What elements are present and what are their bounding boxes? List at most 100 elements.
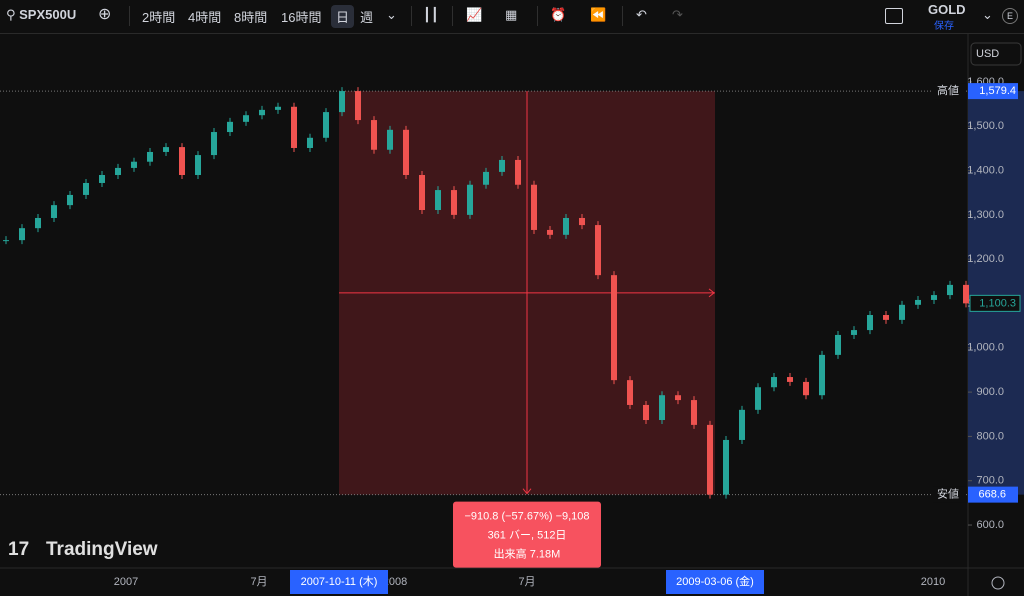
currency-button[interactable] xyxy=(970,42,1022,66)
candle xyxy=(451,190,457,215)
x-tick-label: 2008 xyxy=(383,576,407,588)
candle xyxy=(547,229,553,235)
range-band xyxy=(968,91,1024,495)
candle xyxy=(19,228,25,241)
candle xyxy=(323,112,329,138)
high-price-bg xyxy=(968,83,1018,100)
separator xyxy=(129,6,130,26)
candle xyxy=(435,190,441,211)
candle xyxy=(163,147,169,152)
high-name: 高値 xyxy=(937,83,959,97)
watermark-logo: 17 xyxy=(8,539,29,560)
candle xyxy=(275,106,281,110)
candle xyxy=(115,167,121,176)
candle xyxy=(915,299,921,305)
layout-menu[interactable]: ⌄ xyxy=(982,7,993,22)
undo[interactable]: ↶ xyxy=(636,7,647,22)
candle xyxy=(483,171,489,185)
y-tick-label: 600.0 xyxy=(976,519,1004,531)
redo[interactable]: ↷ xyxy=(672,7,683,22)
x-tick-label: 7月 xyxy=(518,576,535,588)
candle xyxy=(83,182,89,195)
save[interactable]: 保存 xyxy=(934,21,954,32)
candle xyxy=(947,284,953,296)
layout-name[interactable]: GOLD xyxy=(928,2,966,17)
low-label-bg xyxy=(933,486,966,503)
candle xyxy=(371,120,377,150)
settings[interactable] xyxy=(991,576,1005,590)
candle xyxy=(851,330,857,335)
candle xyxy=(307,137,313,148)
candle xyxy=(899,304,905,320)
candle xyxy=(723,439,729,495)
candle xyxy=(403,129,409,176)
add-symbol[interactable]: ⊕ xyxy=(98,6,112,23)
measure-info-line: −910.8 (−57.67%) −9,108 xyxy=(464,511,589,523)
candle xyxy=(387,129,393,150)
candle xyxy=(659,395,665,421)
candle xyxy=(883,315,889,320)
layouts[interactable]: ▦ xyxy=(505,7,518,22)
time-marker: 2009-03-06 (金) xyxy=(676,574,754,588)
indicators[interactable]: 📈 xyxy=(466,7,483,22)
x-tick-label: 7月 xyxy=(250,576,267,588)
interval[interactable]: 2時間 xyxy=(142,10,176,25)
candle xyxy=(99,175,105,183)
candle xyxy=(211,132,217,156)
candle xyxy=(467,184,473,215)
y-tick-label: 1,500.0 xyxy=(967,120,1004,132)
candle xyxy=(339,91,345,113)
last-price: 1,100.3 xyxy=(979,297,1016,309)
measure-info-line: 361 バー, 512日 xyxy=(488,529,567,542)
candle xyxy=(835,334,841,355)
candle xyxy=(355,91,361,121)
candle xyxy=(243,115,249,122)
candle xyxy=(419,175,425,211)
watermark: TradingView xyxy=(46,539,158,560)
high-price: 1,579.4 xyxy=(979,85,1016,97)
candle xyxy=(195,155,201,176)
candle xyxy=(771,377,777,388)
separator xyxy=(452,6,453,26)
candle xyxy=(531,184,537,230)
interval[interactable]: 4時間 xyxy=(188,10,222,25)
measure-info-line: 出来高 7.18M xyxy=(494,547,561,561)
plot-area xyxy=(0,34,968,568)
interval[interactable]: 週 xyxy=(360,10,374,25)
candle xyxy=(67,194,73,206)
candle xyxy=(803,381,809,396)
separator xyxy=(537,6,538,26)
symbol[interactable]: ⚲ SPX500U xyxy=(6,7,77,22)
y-tick-label: 800.0 xyxy=(976,430,1004,442)
fullscreen[interactable] xyxy=(885,8,903,24)
candle xyxy=(499,159,505,172)
separator xyxy=(622,6,623,26)
y-tick-label: 900.0 xyxy=(976,386,1004,398)
alert[interactable]: ⏰ xyxy=(550,7,567,22)
candle xyxy=(643,404,649,421)
candle xyxy=(131,161,137,168)
measure-arrow xyxy=(522,488,532,495)
replay[interactable]: ⏪ xyxy=(590,7,607,22)
profile[interactable]: E xyxy=(1002,8,1018,24)
interval-selected[interactable]: 日 xyxy=(331,5,355,28)
interval[interactable]: 16時間 xyxy=(281,10,322,25)
toolbar: ⚲ SPX500U ⊕ 2時間 4時間 8時間 16時間 日 週 ⌄ ┃┃ 📈 … xyxy=(0,0,1024,34)
y-tick-label: 1,200.0 xyxy=(967,253,1004,265)
interval-menu[interactable]: ⌄ xyxy=(386,7,397,22)
candle xyxy=(227,121,233,133)
candle xyxy=(819,354,825,396)
candle xyxy=(611,275,617,381)
time-marker: 2007-10-11 (木) xyxy=(301,575,378,588)
candle xyxy=(51,205,57,218)
candle xyxy=(179,147,185,176)
candle xyxy=(515,159,521,185)
candle xyxy=(147,151,153,162)
interval[interactable]: 8時間 xyxy=(234,10,268,25)
symbol-text[interactable]: SPX500U xyxy=(19,7,77,22)
candle xyxy=(867,315,873,331)
time-marker-bg xyxy=(290,570,388,594)
candle xyxy=(707,424,713,495)
time-marker-bg xyxy=(666,570,764,594)
chart-type[interactable]: ┃┃ xyxy=(423,7,439,22)
